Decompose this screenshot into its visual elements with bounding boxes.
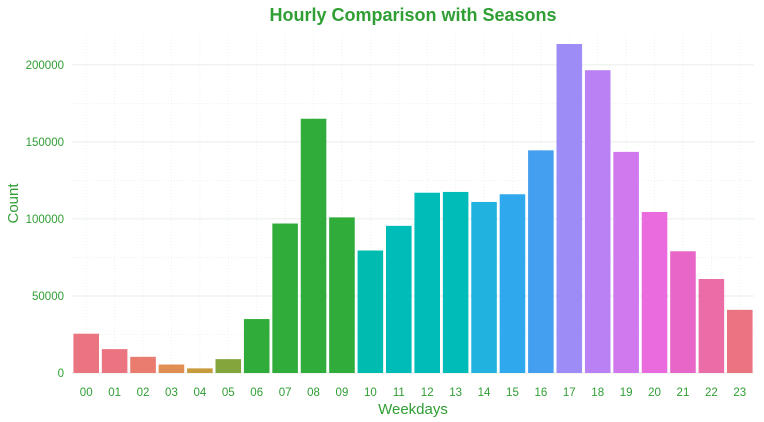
bar-06 — [243, 319, 270, 373]
bar-05 — [215, 359, 242, 373]
bars — [73, 44, 753, 374]
x-tick-label: 02 — [137, 387, 150, 399]
x-axis-title: Weekdays — [378, 401, 448, 418]
x-tick-label: 12 — [421, 387, 434, 399]
x-tick-label: 05 — [222, 387, 235, 399]
x-tick-label: 09 — [336, 387, 349, 399]
x-tick-label: 11 — [393, 387, 405, 399]
x-tick-label: 13 — [449, 387, 462, 399]
bar-09 — [329, 217, 355, 373]
bar-03 — [158, 364, 185, 373]
y-tick-label: 100000 — [26, 214, 64, 226]
bar-00 — [73, 333, 99, 373]
y-axis: 0 50000 100000 150000 200000 Count — [5, 60, 64, 380]
x-tick-label: 19 — [620, 387, 633, 399]
y-tick-label: 200000 — [26, 60, 64, 72]
bar-22 — [698, 279, 725, 373]
bar-23 — [727, 309, 753, 373]
bar-01 — [101, 349, 128, 373]
x-tick-label: 17 — [563, 387, 576, 399]
x-tick-label: 01 — [108, 387, 121, 399]
x-tick-label: 03 — [165, 387, 178, 399]
bar-13 — [442, 191, 469, 373]
x-tick-label: 04 — [193, 387, 206, 399]
x-tick-label: 10 — [364, 387, 377, 399]
bar-07 — [272, 223, 298, 373]
x-tick-label: 06 — [250, 387, 263, 399]
y-tick-label: 50000 — [32, 291, 64, 303]
x-tick-label: 14 — [478, 387, 491, 399]
bar-18 — [584, 70, 611, 373]
bar-10 — [357, 250, 384, 373]
x-tick-label: 23 — [733, 387, 746, 399]
y-axis-title: Count — [5, 183, 22, 224]
bar-15 — [499, 194, 526, 373]
bar-21 — [670, 251, 696, 373]
bar-12 — [414, 192, 440, 373]
y-tick-label: 150000 — [26, 137, 64, 149]
bar-04 — [187, 368, 213, 373]
bar-08 — [300, 118, 327, 373]
y-tick-label: 0 — [58, 368, 64, 380]
chart-title: Hourly Comparison with Seasons — [269, 5, 556, 25]
x-tick-label: 16 — [534, 387, 547, 399]
x-tick-label: 07 — [279, 387, 292, 399]
bar-20 — [641, 211, 668, 373]
bar-14 — [471, 201, 497, 373]
x-tick-label: 20 — [648, 387, 661, 399]
x-tick-label: 18 — [591, 387, 604, 399]
bar-16 — [528, 150, 554, 373]
x-tick-label: 15 — [506, 387, 519, 399]
bar-19 — [613, 151, 639, 373]
bar-02 — [130, 356, 156, 373]
x-tick-label: 00 — [80, 387, 93, 399]
x-tick-label: 22 — [705, 387, 718, 399]
x-tick-label: 08 — [307, 387, 320, 399]
bar-17 — [556, 44, 583, 374]
x-axis: 00 01 02 03 04 05 06 07 08 09 10 11 12 13 14 15 16 17 18 19… — [80, 387, 746, 418]
x-tick-label: 21 — [677, 387, 690, 399]
bar-11 — [386, 225, 412, 373]
